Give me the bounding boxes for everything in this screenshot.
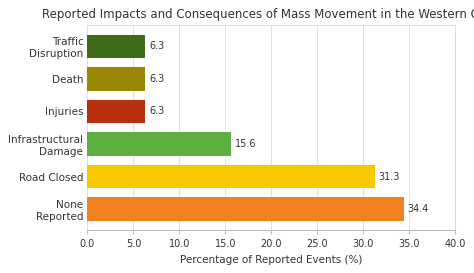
Bar [88, 132, 231, 156]
Title: Reported Impacts and Consequences of Mass Movement in the Western Cape: Reported Impacts and Consequences of Mas… [42, 8, 474, 21]
Text: 6.3: 6.3 [149, 41, 164, 51]
Bar [88, 67, 146, 91]
Text: 6.3: 6.3 [149, 74, 164, 84]
Text: 34.4: 34.4 [407, 204, 428, 214]
Bar [88, 197, 403, 221]
Bar [88, 100, 146, 123]
X-axis label: Percentage of Reported Events (%): Percentage of Reported Events (%) [180, 255, 363, 265]
Text: 6.3: 6.3 [149, 106, 164, 116]
Bar [88, 165, 375, 188]
Bar [88, 35, 146, 58]
Text: 15.6: 15.6 [235, 139, 256, 149]
Text: 31.3: 31.3 [379, 171, 400, 182]
